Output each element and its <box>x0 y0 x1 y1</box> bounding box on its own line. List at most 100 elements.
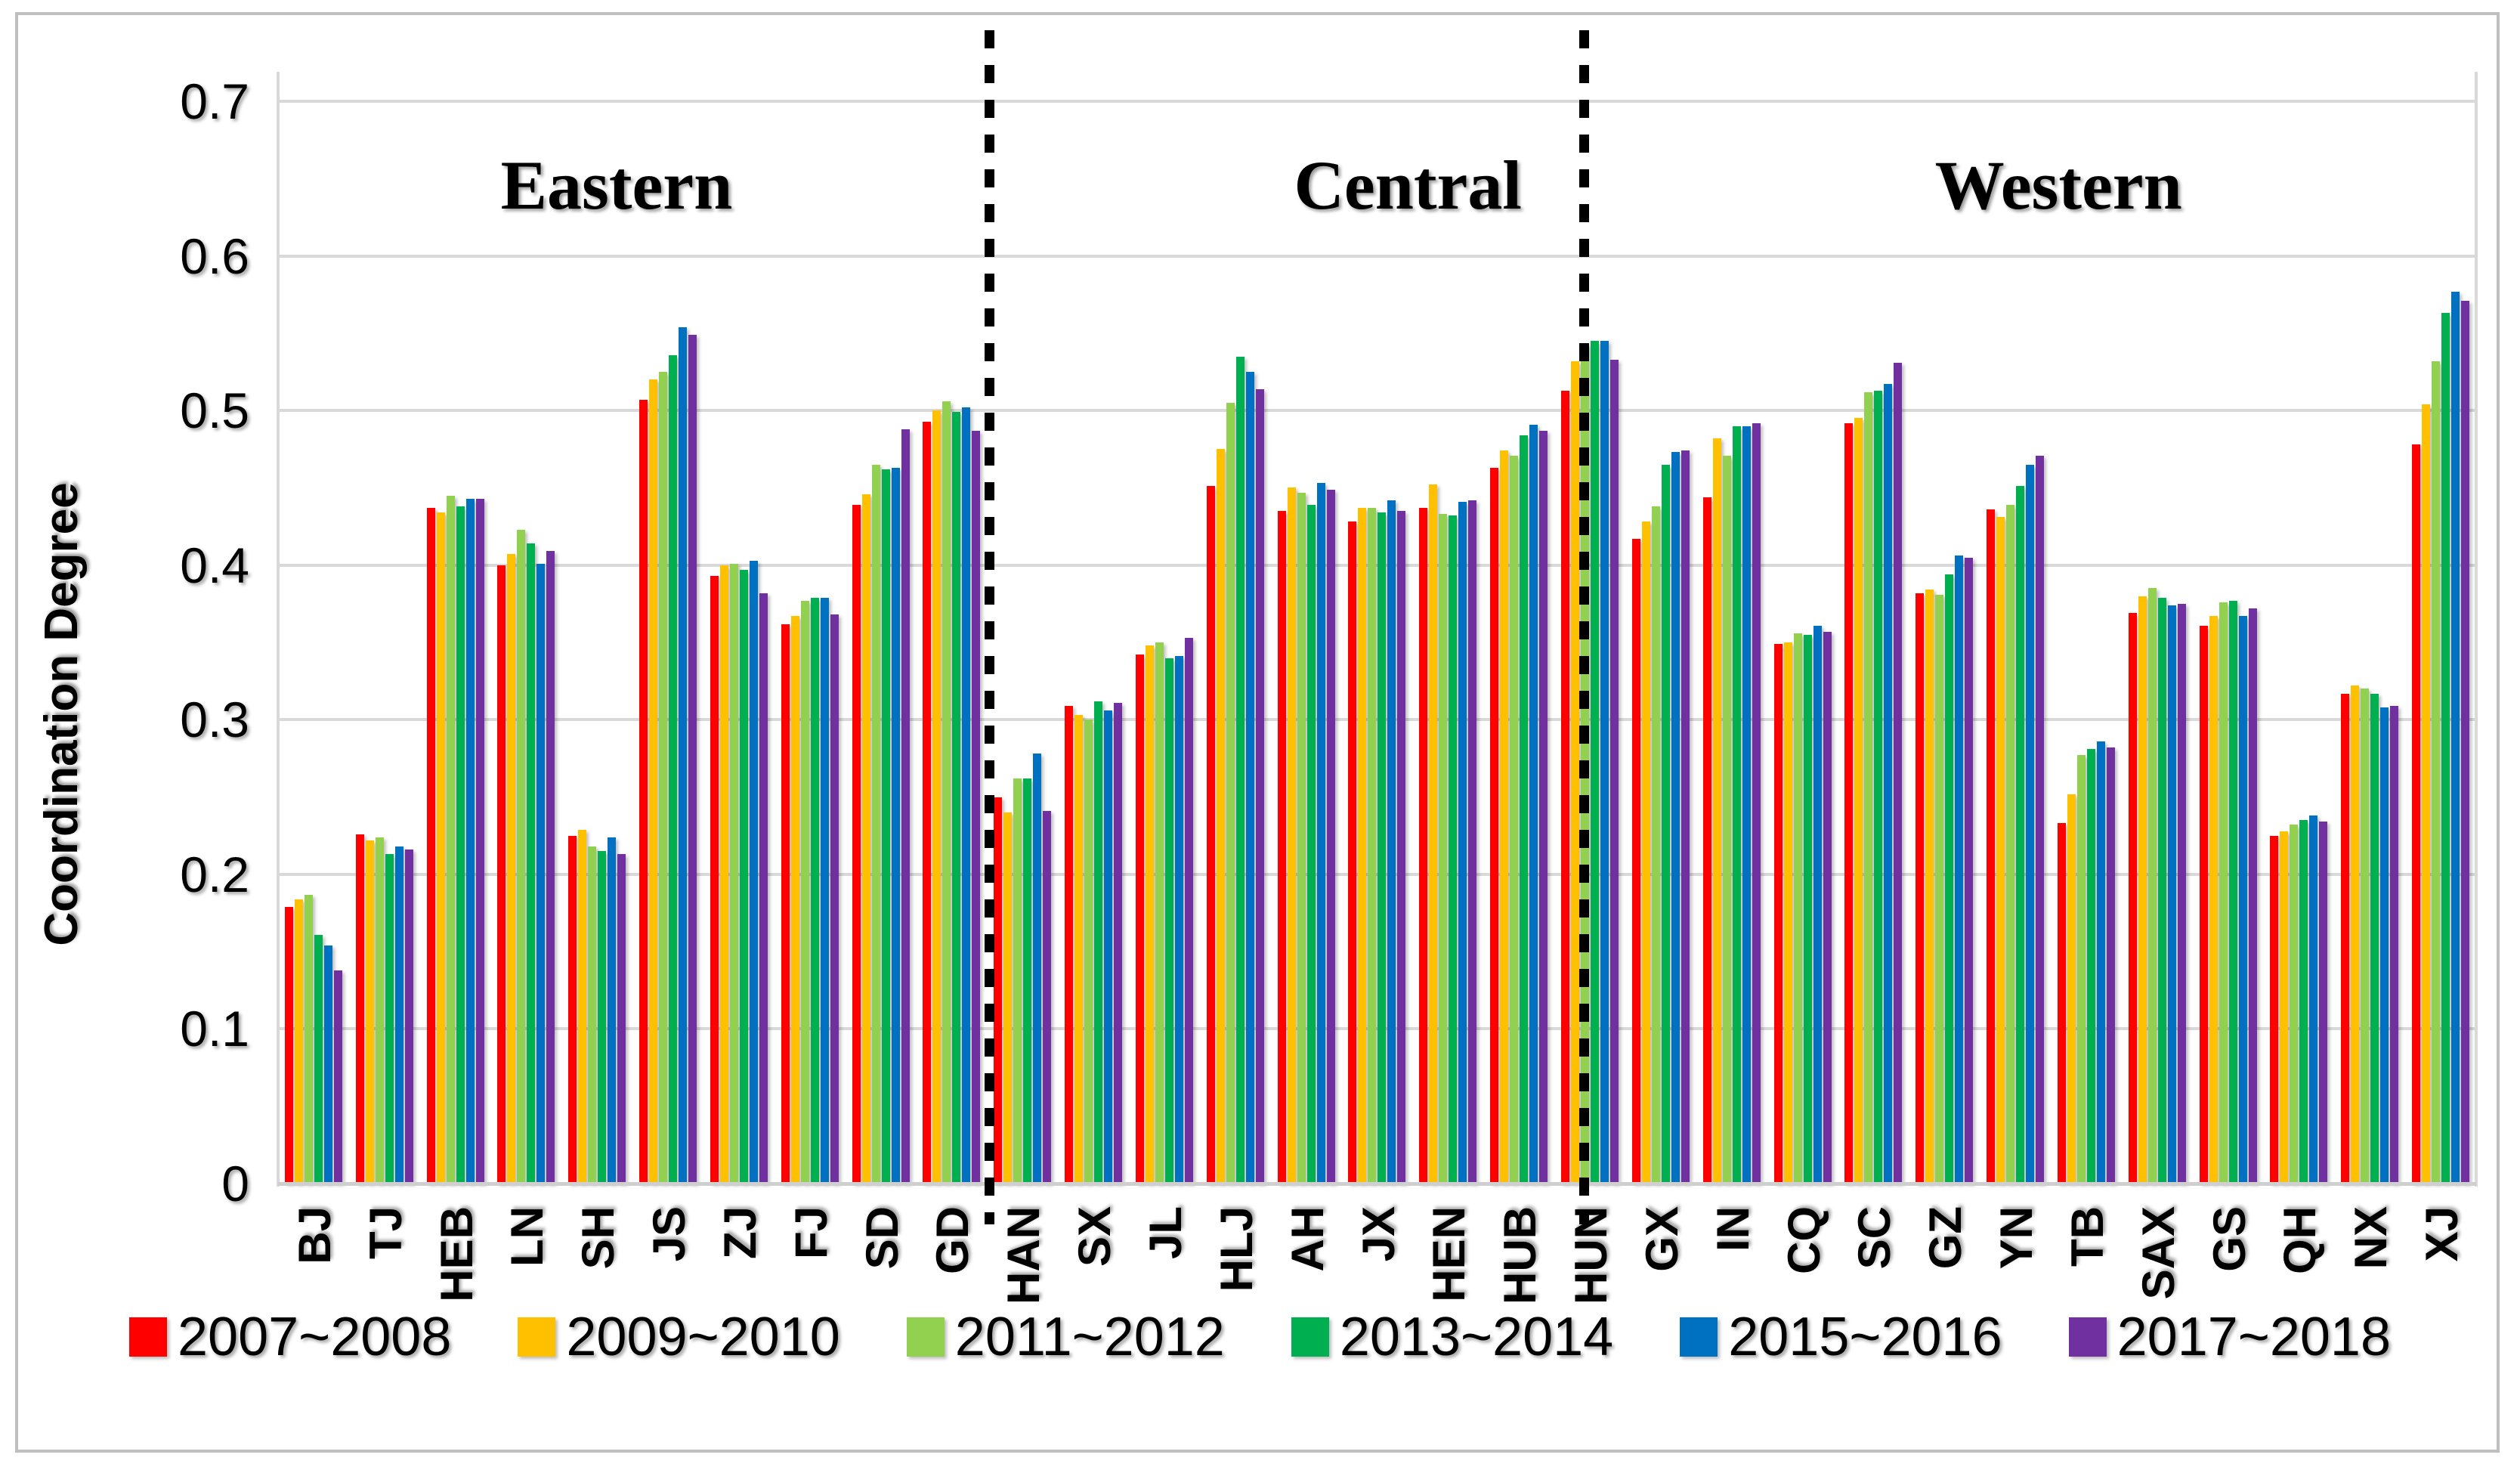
x-axis-label-JL: JL <box>1139 1206 1191 1260</box>
bar-HUB-2015~2016 <box>1529 424 1538 1184</box>
bar-HUN-2013~2014 <box>1591 341 1599 1184</box>
gridline-0.6 <box>278 254 2476 258</box>
bar-group-AH <box>1271 101 1342 1184</box>
bar-QH-2007~2008 <box>2270 835 2279 1184</box>
bar-TB-2009~2010 <box>2067 794 2076 1184</box>
bar-XJ-2009~2010 <box>2422 404 2431 1184</box>
x-axis-label-GS: GS <box>2203 1206 2255 1272</box>
x-axis-label-SD: SD <box>856 1206 908 1270</box>
bar-JL-2009~2010 <box>1145 645 1154 1184</box>
y-axis-line <box>277 72 280 1187</box>
bar-HEB-2015~2016 <box>465 498 475 1184</box>
plot-area <box>278 100 2476 1184</box>
legend-label-2017~2018: 2017~2018 <box>2116 1307 2391 1367</box>
bar-group-FJ <box>775 101 846 1184</box>
bar-LN-2007~2008 <box>497 565 506 1184</box>
bar-SX-2013~2014 <box>1094 701 1103 1184</box>
bar-ZJ-2007~2008 <box>710 576 719 1184</box>
legend-item-2013~2014: 2013~2014 <box>1291 1306 1613 1368</box>
bar-TJ-2013~2014 <box>385 854 394 1184</box>
bar-JX-2017~2018 <box>1397 511 1406 1184</box>
bar-group-SH <box>561 101 632 1184</box>
bar-AH-2009~2010 <box>1287 487 1296 1184</box>
bar-group-YN <box>1980 101 2051 1184</box>
bar-group-GZ <box>1909 101 1980 1184</box>
bar-CQ-2011~2012 <box>1793 633 1802 1184</box>
bar-GZ-2013~2014 <box>1945 574 1954 1184</box>
bar-HEB-2017~2018 <box>475 498 484 1184</box>
bar-JL-2015~2016 <box>1174 656 1183 1184</box>
bar-SX-2007~2008 <box>1065 705 1074 1184</box>
bar-GX-2009~2010 <box>1641 521 1650 1184</box>
bar-HEN-2017~2018 <box>1468 500 1477 1184</box>
bar-GS-2013~2014 <box>2228 600 2237 1184</box>
bar-TJ-2015~2016 <box>394 846 404 1184</box>
bar-SC-2015~2016 <box>1884 384 1893 1184</box>
bar-CQ-2013~2014 <box>1803 634 1812 1184</box>
bar-HUN-2017~2018 <box>1610 359 1619 1184</box>
bar-group-JX <box>1342 101 1413 1184</box>
bar-HLJ-2015~2016 <box>1245 372 1254 1184</box>
bar-TB-2015~2016 <box>2096 741 2105 1184</box>
bar-ZJ-2011~2012 <box>729 563 738 1184</box>
bar-TB-2007~2008 <box>2057 823 2066 1184</box>
legend-label-2009~2010: 2009~2010 <box>566 1307 840 1367</box>
bar-SH-2015~2016 <box>608 837 617 1184</box>
bar-XJ-2015~2016 <box>2451 291 2460 1184</box>
bar-ZJ-2017~2018 <box>759 593 768 1184</box>
bar-HEN-2009~2010 <box>1429 484 1438 1184</box>
bar-JL-2017~2018 <box>1184 637 1193 1184</box>
bar-TB-2013~2014 <box>2086 749 2095 1184</box>
bar-HAN-2011~2012 <box>1013 778 1022 1184</box>
bar-CQ-2007~2008 <box>1773 644 1783 1184</box>
bar-JS-2015~2016 <box>679 326 688 1184</box>
bar-HLJ-2017~2018 <box>1255 388 1264 1184</box>
bar-YN-2015~2016 <box>2026 464 2035 1184</box>
y-tick-label-0.1: 0.1 <box>180 1001 249 1057</box>
bar-YN-2007~2008 <box>1987 509 1996 1184</box>
bar-CQ-2017~2018 <box>1823 631 1832 1184</box>
bar-GX-2011~2012 <box>1651 506 1660 1184</box>
bar-CQ-2015~2016 <box>1813 625 1822 1184</box>
bar-BJ-2017~2018 <box>333 970 342 1184</box>
legend-swatch-2013~2014 <box>1291 1317 1329 1357</box>
bar-GD-2015~2016 <box>962 407 971 1184</box>
x-axis-label-SX: SX <box>1069 1206 1121 1267</box>
x-axis-label-HUB: HUB <box>1495 1206 1546 1304</box>
x-axis-label-GD: GD <box>927 1206 979 1274</box>
y-tick-label-0.5: 0.5 <box>180 382 249 439</box>
bar-SAX-2013~2014 <box>2157 597 2166 1184</box>
y-tick-label-0.4: 0.4 <box>180 537 249 593</box>
bar-group-LN <box>491 101 562 1184</box>
bar-group-GX <box>1625 101 1696 1184</box>
legend-label-2011~2012: 2011~2012 <box>954 1307 1225 1367</box>
gridline-0.7 <box>278 100 2476 103</box>
bar-NX-2013~2014 <box>2370 693 2379 1184</box>
legend-label-2007~2008: 2007~2008 <box>178 1307 452 1367</box>
x-axis-label-ZJ: ZJ <box>714 1206 765 1260</box>
gridline-0.1 <box>278 1027 2476 1031</box>
x-axis-label-QH: QH <box>2274 1206 2326 1274</box>
x-axis-label-HEN: HEN <box>1424 1206 1475 1302</box>
bar-BJ-2015~2016 <box>323 945 332 1184</box>
bar-GD-2013~2014 <box>952 412 961 1184</box>
bar-group-CQ <box>1767 101 1838 1184</box>
bar-SAX-2015~2016 <box>2167 605 2176 1184</box>
bar-GS-2011~2012 <box>2219 602 2228 1184</box>
y-tick-label-0.3: 0.3 <box>180 692 249 748</box>
bar-LN-2009~2010 <box>507 554 516 1184</box>
bar-group-GD <box>917 101 988 1184</box>
region-separator-1 <box>985 30 995 1224</box>
bar-JX-2011~2012 <box>1368 508 1377 1184</box>
bar-HUB-2017~2018 <box>1539 430 1548 1184</box>
bar-SC-2013~2014 <box>1874 390 1883 1184</box>
bar-SX-2017~2018 <box>1114 702 1123 1184</box>
bar-HEN-2007~2008 <box>1419 508 1428 1184</box>
x-axis-label-XJ: XJ <box>2416 1206 2468 1262</box>
bar-SAX-2011~2012 <box>2147 588 2157 1184</box>
bar-LN-2015~2016 <box>536 563 546 1184</box>
bar-GS-2007~2008 <box>2199 625 2208 1184</box>
bar-HUB-2011~2012 <box>1510 455 1519 1184</box>
bar-TB-2017~2018 <box>2106 747 2115 1184</box>
x-axis-label-JX: JX <box>1353 1206 1404 1262</box>
